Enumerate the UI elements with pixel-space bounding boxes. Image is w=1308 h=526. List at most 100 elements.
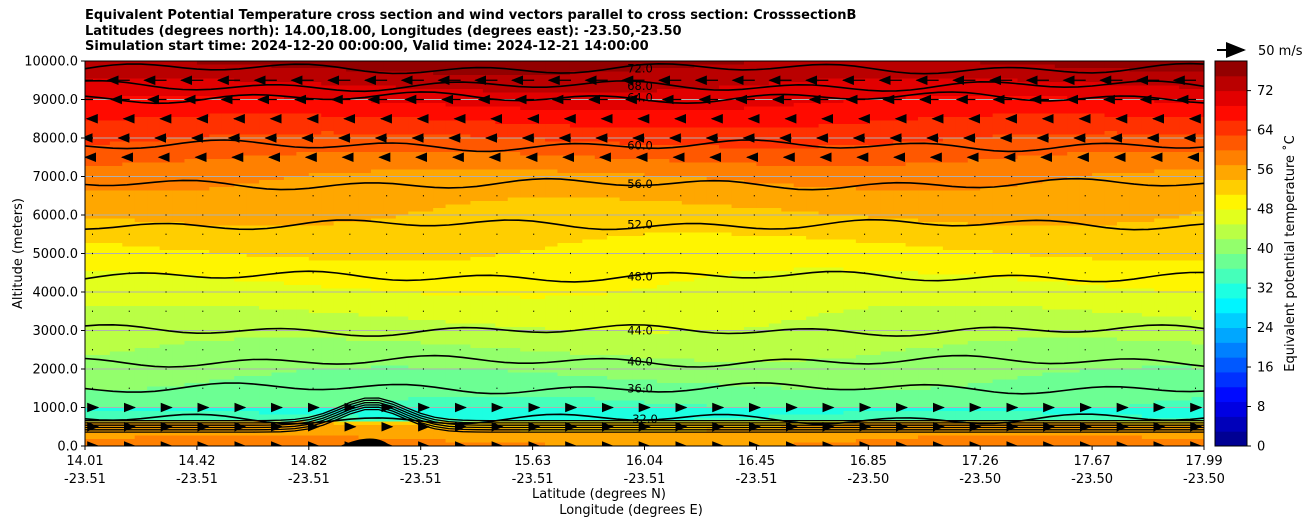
field-cell [495,75,509,80]
field-cell [905,120,919,125]
field-cell [843,239,857,244]
field-cell [520,201,534,206]
field-cell [1104,103,1118,108]
field-cell [992,208,1006,213]
field-cell [346,173,360,178]
field-cell [880,239,894,244]
field-cell [880,145,894,150]
field-cell [918,208,932,213]
field-cell [1079,92,1093,97]
field-cell [184,169,198,174]
field-cell [246,106,260,111]
field-cell [868,92,882,97]
field-cell [843,71,857,76]
field-cell [234,243,248,248]
field-cell [159,127,173,132]
field-cell [470,71,484,76]
field-cell [880,194,894,199]
field-cell [370,194,384,199]
field-cell [632,194,646,199]
field-cell [1154,201,1168,206]
field-cell [743,124,757,129]
field-cell [470,162,484,167]
field-cell [1179,243,1193,248]
field-cell [955,159,969,164]
field-cell [97,124,111,129]
field-cell [495,183,509,188]
field-cell [681,68,695,73]
field-cell [445,173,459,178]
field-cell [520,169,534,174]
field-cell [321,75,335,80]
field-cell [806,106,820,111]
field-cell [893,236,907,241]
field-cell [234,103,248,108]
field-cell [1116,176,1130,181]
field-cell [781,180,795,185]
field-cell [308,120,322,125]
field-cell [1104,215,1118,220]
field-cell [818,85,832,90]
field-cell [607,134,621,139]
field-cell [172,232,186,237]
field-cell [806,75,820,80]
field-cell [1191,148,1204,153]
field-cell [731,155,745,160]
field-cell [1104,64,1118,69]
field-cell [1079,82,1093,87]
field-cell [1054,68,1068,73]
field-cell [756,243,770,248]
field-cell [955,103,969,108]
field-cell [793,113,807,118]
field-cell [420,103,434,108]
field-cell [793,176,807,181]
field-cell [321,176,335,181]
field-cell [134,250,148,255]
field-cell [196,218,210,223]
field-cell [495,145,509,150]
field-cell [918,110,932,115]
field-cell [321,243,335,248]
field-cell [669,173,683,178]
field-cell [532,197,546,202]
field-cell [1067,110,1081,115]
field-cell [719,71,733,76]
field-cell [333,215,347,220]
field-cell [980,134,994,139]
field-cell [743,169,757,174]
field-cell [445,138,459,143]
field-cell [719,117,733,122]
field-cell [122,127,136,132]
field-cell [955,85,969,90]
field-cell [85,152,99,157]
field-cell [395,134,409,139]
field-cell [942,127,956,132]
field-cell [557,85,571,90]
field-cell [271,113,285,118]
field-cell [346,239,360,244]
field-cell [532,253,546,258]
field-cell [756,71,770,76]
field-cell [1179,246,1193,251]
field-cell [818,176,832,181]
field-cell [507,96,521,101]
field-cell [656,85,670,90]
field-cell [1054,134,1068,139]
field-cell [1154,75,1168,80]
field-cell [694,159,708,164]
field-cell [1092,218,1106,223]
field-cell [582,169,596,174]
field-cell [980,68,994,73]
field-cell [831,71,845,76]
field-cell [793,246,807,251]
field-cell [669,89,683,94]
field-cell [283,124,297,129]
field-cell [482,103,496,108]
field-cell [507,201,521,206]
field-cell [868,103,882,108]
field-cell [1129,64,1143,69]
field-cell [756,250,770,255]
field-cell [1179,138,1193,143]
field-cell [557,253,571,258]
field-cell [831,117,845,122]
